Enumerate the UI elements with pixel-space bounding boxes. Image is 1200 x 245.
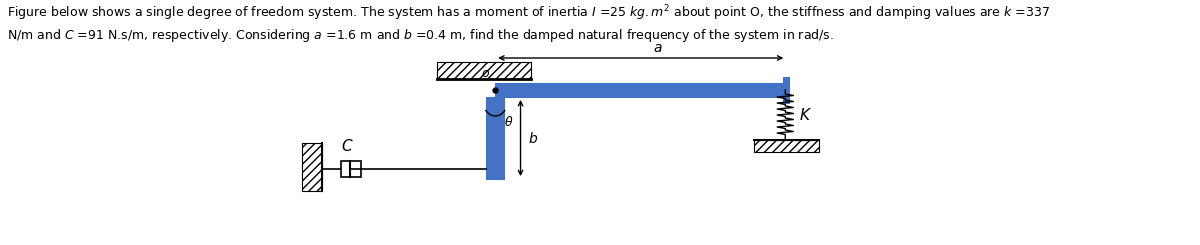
Text: $b$: $b$ — [528, 131, 538, 146]
Bar — [754, 140, 818, 152]
Text: N/m and $C$ =91 N.s/m, respectively. Considering $a$ =1.6 m and $b$ =0.4 m, find: N/m and $C$ =91 N.s/m, respectively. Con… — [7, 27, 834, 44]
Text: $o$: $o$ — [481, 67, 490, 80]
Text: Figure below shows a single degree of freedom system. The system has a moment of: Figure below shows a single degree of fr… — [7, 3, 1050, 23]
Bar — [784, 77, 788, 103]
Text: $K$: $K$ — [799, 107, 812, 123]
Text: $a$: $a$ — [653, 41, 662, 55]
Bar — [301, 143, 322, 191]
Bar — [437, 62, 532, 79]
Bar — [341, 161, 361, 177]
Text: $C$: $C$ — [341, 138, 354, 154]
Text: $\theta$: $\theta$ — [504, 115, 514, 129]
Bar — [496, 83, 784, 97]
Bar — [486, 97, 504, 179]
